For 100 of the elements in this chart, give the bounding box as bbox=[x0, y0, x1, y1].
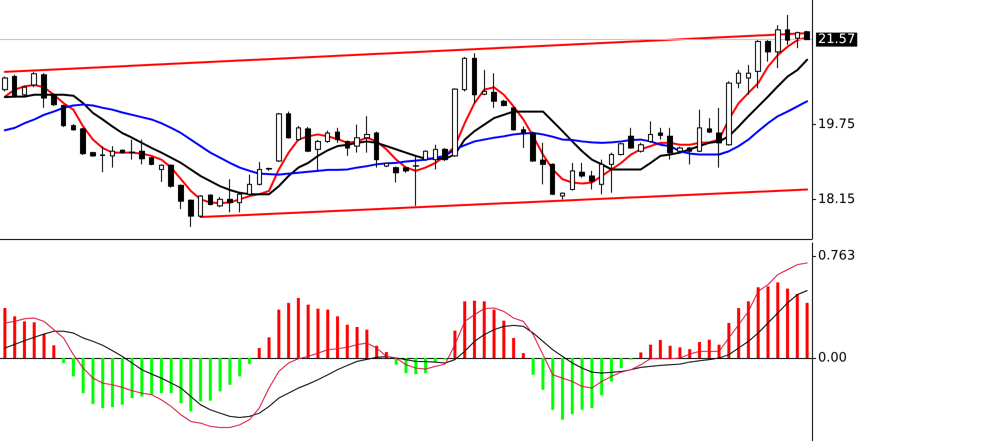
candlestick bbox=[442, 147, 448, 162]
bar bbox=[189, 358, 192, 412]
candlestick bbox=[648, 120, 653, 144]
bar bbox=[268, 337, 271, 358]
candlestick bbox=[687, 146, 692, 165]
candlestick bbox=[423, 150, 428, 162]
candlestick bbox=[80, 127, 86, 156]
candlestick bbox=[667, 127, 673, 160]
bar bbox=[541, 358, 544, 390]
candlestick bbox=[374, 131, 379, 168]
candlestick bbox=[707, 118, 712, 134]
bar bbox=[776, 282, 780, 358]
bar bbox=[120, 358, 124, 405]
candlestick bbox=[765, 40, 771, 62]
ref-line-label: 21.57 bbox=[818, 32, 856, 48]
bar bbox=[639, 352, 642, 358]
bar bbox=[727, 323, 730, 358]
candlestick bbox=[31, 71, 37, 88]
candlestick bbox=[266, 167, 272, 172]
bar bbox=[708, 340, 711, 358]
candlestick bbox=[795, 31, 800, 49]
bar bbox=[218, 358, 222, 392]
candlestick bbox=[570, 162, 575, 191]
bar bbox=[600, 358, 604, 396]
bar bbox=[22, 321, 26, 358]
bar bbox=[179, 358, 182, 404]
candlestick bbox=[658, 127, 663, 140]
candlestick bbox=[462, 56, 467, 92]
bar bbox=[248, 358, 251, 364]
candlestick bbox=[697, 109, 702, 153]
bar bbox=[91, 358, 94, 404]
candlestick bbox=[257, 161, 262, 186]
bar bbox=[453, 330, 456, 358]
bar bbox=[522, 353, 525, 358]
bar bbox=[160, 358, 163, 394]
candlestick bbox=[785, 14, 790, 46]
candlestick bbox=[41, 72, 47, 108]
candlestick bbox=[384, 162, 389, 168]
candlestick bbox=[638, 142, 644, 154]
candlestick bbox=[560, 192, 565, 200]
bar bbox=[62, 358, 66, 364]
candlestick bbox=[51, 92, 57, 106]
bar bbox=[316, 308, 320, 358]
bar bbox=[658, 340, 662, 358]
candlestick bbox=[755, 40, 761, 89]
bar bbox=[786, 288, 790, 358]
bar bbox=[796, 294, 799, 358]
y-tick-label: 19.75 bbox=[818, 117, 856, 132]
bar bbox=[551, 358, 554, 410]
candlestick bbox=[100, 146, 105, 173]
bar bbox=[482, 301, 486, 358]
bar bbox=[3, 308, 6, 358]
candlestick bbox=[159, 164, 164, 183]
bar bbox=[296, 298, 300, 358]
bar bbox=[356, 327, 359, 358]
y-tick-label: 18.15 bbox=[818, 192, 856, 207]
bar bbox=[82, 358, 85, 394]
candlestick bbox=[403, 166, 409, 174]
bar bbox=[746, 301, 750, 358]
bar bbox=[365, 330, 368, 358]
bar bbox=[463, 301, 466, 358]
candlestick bbox=[110, 146, 115, 168]
candlestick bbox=[540, 142, 546, 185]
bar bbox=[580, 358, 584, 410]
candlestick bbox=[217, 196, 223, 208]
bar bbox=[208, 358, 212, 401]
line-series bbox=[4, 290, 808, 418]
candlestick bbox=[628, 127, 634, 150]
candlestick bbox=[129, 139, 135, 160]
bar bbox=[13, 316, 16, 358]
bar bbox=[72, 358, 75, 376]
bar bbox=[590, 358, 594, 408]
bar bbox=[472, 300, 476, 358]
bar bbox=[336, 316, 340, 358]
candlestick bbox=[726, 80, 732, 146]
bar bbox=[434, 358, 437, 362]
candlestick bbox=[482, 70, 487, 96]
bar bbox=[140, 358, 144, 396]
bar bbox=[287, 302, 290, 358]
candlestick bbox=[139, 139, 145, 165]
candlestick bbox=[325, 130, 330, 144]
candlestick bbox=[472, 52, 477, 104]
candlestick bbox=[618, 142, 624, 156]
candlestick bbox=[433, 144, 438, 170]
candlestick bbox=[354, 124, 360, 154]
candlestick bbox=[286, 111, 291, 140]
candlestick bbox=[198, 194, 203, 218]
bar bbox=[737, 308, 740, 358]
candlestick bbox=[71, 124, 76, 132]
y-tick-label: 0.763 bbox=[818, 248, 856, 264]
candlestick bbox=[804, 30, 810, 40]
candlestick bbox=[775, 24, 781, 69]
candlestick bbox=[296, 126, 301, 142]
candlestick bbox=[276, 112, 282, 162]
bar bbox=[52, 345, 56, 358]
bar bbox=[570, 358, 574, 414]
candlestick bbox=[677, 146, 683, 153]
candlestick bbox=[746, 64, 751, 96]
candlestick bbox=[716, 107, 722, 168]
bar bbox=[150, 358, 154, 395]
